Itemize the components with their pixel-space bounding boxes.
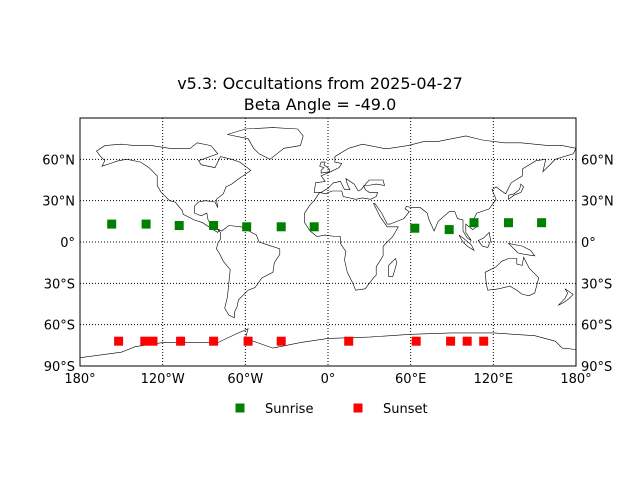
coast-south-america <box>216 225 281 319</box>
point-sunset <box>462 336 472 346</box>
x-tick-label: 120°W <box>141 372 185 387</box>
y-tick-label-left: 30°N <box>42 195 75 210</box>
x-tick-label: 180° <box>560 372 591 387</box>
y-tick-label-left: 60°N <box>42 153 75 168</box>
point-sunrise <box>504 218 513 228</box>
point-sunset <box>176 336 186 346</box>
point-sunrise <box>242 222 252 232</box>
legend-label-sunset: Sunset <box>383 402 428 417</box>
coast-borneo <box>477 231 491 248</box>
x-tick-label: 180° <box>64 372 95 387</box>
legend-marker-sunset <box>353 403 363 413</box>
point-sunrise <box>469 218 479 228</box>
y-tick-label-left: 30°S <box>44 277 75 292</box>
x-tick-label: 60°W <box>227 372 263 387</box>
coast-japan <box>508 183 524 200</box>
y-tick-label-left: 90°S <box>44 360 75 375</box>
y-tick-label-right: 60°S <box>581 319 612 334</box>
point-sunrise <box>141 219 151 229</box>
coast-uk <box>319 161 330 174</box>
point-sunset <box>344 336 354 346</box>
data-points <box>107 218 547 346</box>
x-tick-label: 60°E <box>395 372 426 387</box>
point-sunrise <box>309 222 319 232</box>
coast-madagascar <box>388 257 398 277</box>
y-tick-label-right: 30°N <box>581 195 614 210</box>
point-sunset <box>243 336 253 346</box>
point-sunrise <box>444 225 454 235</box>
coast-eurasia-africa <box>304 135 576 291</box>
point-sunrise <box>209 221 219 230</box>
x-tick-label: 0° <box>321 372 336 387</box>
coast-greenland <box>227 127 304 160</box>
chart-title: v5.3: Occultations from 2025-04-27 <box>177 74 463 93</box>
point-sunset <box>479 336 489 346</box>
point-sunrise <box>410 223 420 233</box>
axis-ticks: 180° 120°W 60°W 0° 60°E 120°E 180°90°S 90°S60°S… <box>42 153 614 387</box>
y-tick-label-right: 0° <box>581 236 596 251</box>
point-sunset <box>114 336 124 346</box>
coast-new-zealand <box>557 288 574 306</box>
chart-subtitle: Beta Angle = -49.0 <box>243 95 397 114</box>
coast-new-guinea <box>507 242 536 257</box>
point-sunset <box>411 336 421 346</box>
coast-sumatra <box>458 234 475 252</box>
legend-label-sunrise: Sunrise <box>265 402 313 417</box>
point-sunset <box>209 336 219 346</box>
plot-frame <box>79 117 577 367</box>
graticule <box>80 118 576 366</box>
coast-australia <box>484 256 540 297</box>
legend: Sunrise Sunset <box>235 402 428 417</box>
y-tick-label-right: 60°N <box>581 153 614 168</box>
y-tick-label-right: 30°S <box>581 277 612 292</box>
point-sunrise <box>107 219 117 229</box>
point-sunrise <box>276 222 286 232</box>
point-sunrise <box>174 221 184 230</box>
point-sunset <box>140 336 150 346</box>
point-sunrise <box>537 218 547 228</box>
point-sunset <box>446 336 456 346</box>
legend-marker-sunrise <box>235 403 245 413</box>
y-tick-label-right: 90°S <box>581 360 612 375</box>
coastlines <box>80 127 576 366</box>
point-sunset <box>148 336 158 346</box>
x-tick-label: 120°E <box>474 372 514 387</box>
point-sunset <box>276 336 286 346</box>
y-tick-label-left: 0° <box>60 236 75 251</box>
coast-north-america <box>96 142 252 233</box>
y-tick-label-left: 60°S <box>44 319 75 334</box>
